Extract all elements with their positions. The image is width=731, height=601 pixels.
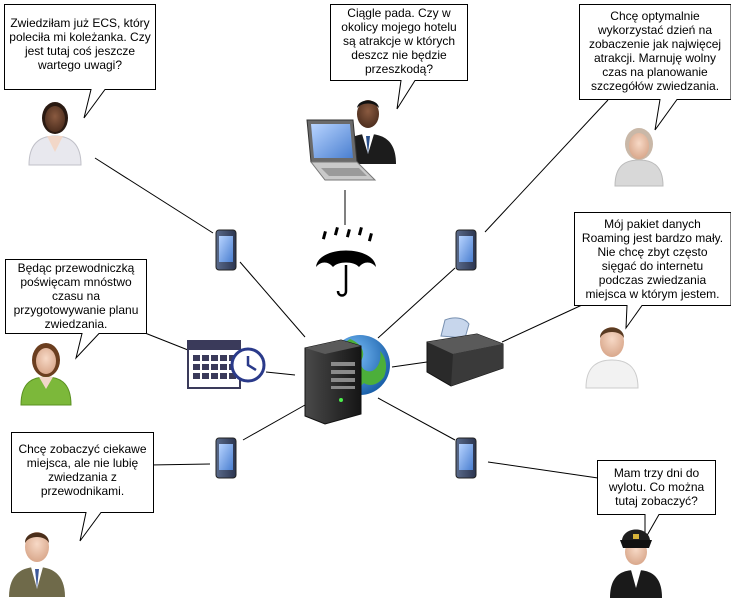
person-mid-left [20, 343, 72, 406]
bubble-text-top-right: Chcę optymalnie wykorzystać dzień na zob… [588, 9, 722, 93]
bubble-text-bottom-right: Mam trzy dni do wylotu. Co można tutaj z… [608, 466, 705, 508]
printer-icon [426, 317, 504, 387]
person-top-right [614, 128, 664, 187]
bubble-mid-right [574, 212, 731, 330]
connector-bottom-right-person-phone [487, 461, 599, 479]
connector-lines [89, 99, 609, 479]
connector-top-right-phone-globe [377, 267, 456, 339]
speech-bubbles [4, 4, 731, 542]
connector-clock-server [265, 371, 296, 376]
connector-top-right-person-phone [484, 99, 609, 233]
server-icon [304, 339, 362, 425]
phone-icon-bottom-left [215, 437, 237, 479]
umbrella-icon [316, 227, 376, 297]
connector-bottom-left-phone-server [242, 404, 306, 441]
connector-top-left-person-phone [94, 157, 214, 234]
bubble-text-bottom-left: Chcę zobaczyć ciekawe miejsca, ale nie l… [18, 442, 147, 498]
laptop-icon [306, 119, 377, 181]
bubble-mid-left [5, 259, 147, 360]
phone-icon-bottom-right [455, 437, 477, 479]
bubble-text-top-center: Ciągle pada. Czy w okolicy mojego hotelu… [341, 6, 457, 76]
bubble-bottom-left [11, 432, 154, 542]
bubble-text-mid-right: Mój pakiet danych Roaming jest bardzo ma… [581, 217, 724, 301]
connector-printer-globe [391, 361, 428, 368]
person-bottom-left [9, 532, 65, 597]
bubble-top-right [579, 4, 731, 131]
connector-top-left-phone-server [239, 261, 306, 338]
connector-bottom-right-phone-globe [377, 397, 456, 441]
bubble-top-center [330, 4, 468, 110]
bubble-text-top-left: Zwiedziłam już ECS, który poleciła mi ko… [9, 16, 151, 72]
bubble-top-left [4, 4, 156, 119]
connector-mid-right-person-printer [501, 304, 583, 343]
bubble-text-mid-left: Będąc przewodniczką poświęcam mnóstwo cz… [13, 261, 139, 331]
calendar-icon [187, 340, 241, 389]
phone-icon-top-right [455, 229, 477, 271]
bubble-bottom-right [597, 460, 716, 541]
connector-calendar-bubble [144, 332, 189, 351]
clock-icon [230, 347, 266, 383]
person-mid-right [585, 327, 639, 389]
person-bottom-right-pilot [610, 529, 662, 598]
person-top-left [28, 102, 82, 166]
phone-icon-top-left [215, 229, 237, 271]
